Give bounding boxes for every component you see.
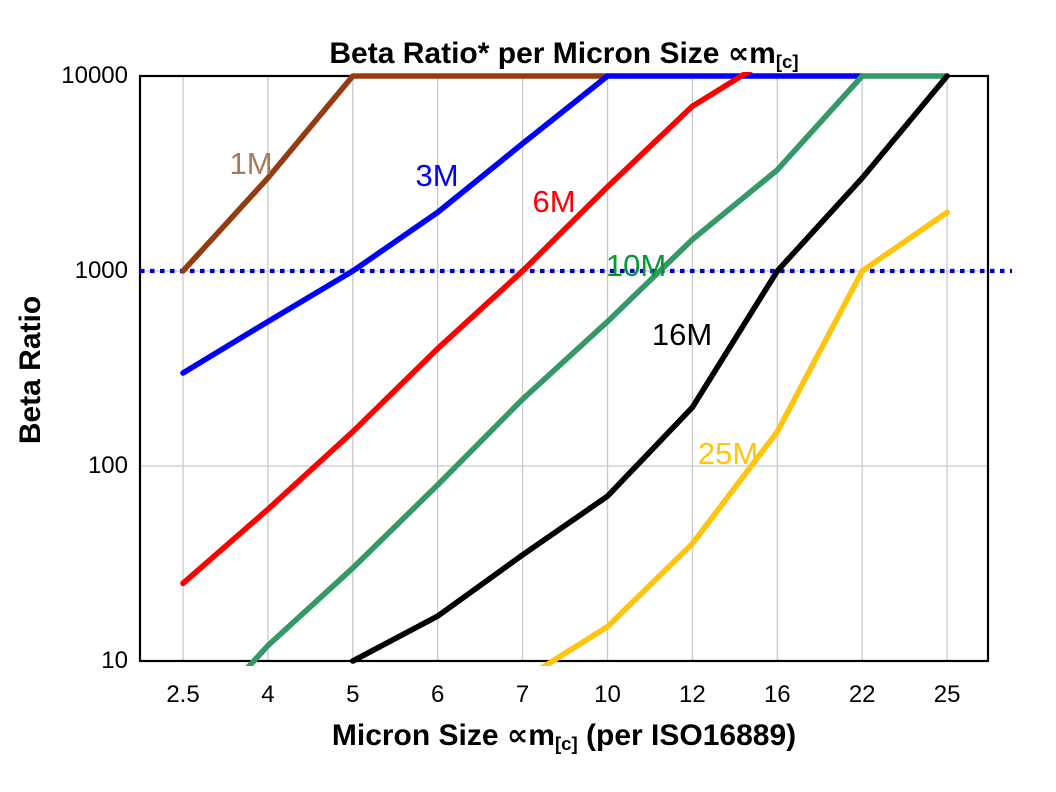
series-line-25M (539, 209, 950, 666)
series-line-10M (245, 73, 950, 666)
y-tick-label-100: 100 (87, 452, 128, 479)
x-tick-label-12: 12 (679, 681, 706, 708)
series-label-1M: 1M (229, 146, 272, 181)
series-label-25M: 25M (698, 436, 758, 471)
y-axis-title: Beta Ratio (14, 295, 47, 445)
x-tick-label-22: 22 (848, 681, 876, 708)
series-label-10M: 10M (606, 248, 666, 283)
x-axis-title-subscript: [c] (554, 733, 578, 755)
series-line-6M (180, 72, 754, 587)
x-axis-title-text: Micron Size ∝m (331, 719, 555, 752)
x-tick-label-6: 6 (431, 681, 445, 708)
series-label-3M: 3M (415, 158, 458, 193)
y-tick-label-1000: 1000 (74, 257, 128, 284)
x-tick-label-25: 25 (933, 681, 961, 708)
x-axis-title: Micron Size ∝m[c] (per ISO16889) (140, 718, 988, 755)
x-tick-label-7: 7 (515, 681, 530, 708)
x-tick-label-5: 5 (346, 681, 360, 708)
y-tick-label-10000: 10000 (61, 62, 128, 89)
x-tick-label-10: 10 (594, 681, 621, 708)
y-tick-label-10: 10 (101, 647, 128, 674)
series-line-16M (350, 73, 950, 664)
chart-title-text: Beta Ratio* per Micron Size ∝m (329, 37, 776, 70)
x-tick-label-4: 4 (261, 681, 275, 708)
x-tick-label-16: 16 (763, 681, 791, 708)
series-line-3M (180, 73, 865, 376)
series-label-16M: 16M (652, 317, 712, 352)
x-axis-title-suffix: (per ISO16889) (577, 719, 797, 752)
x-tick-label-2.5: 2.5 (166, 681, 200, 708)
series-line-1M (180, 73, 611, 274)
chart-title: Beta Ratio* per Micron Size ∝m[c] (140, 36, 988, 73)
series-label-6M: 6M (532, 184, 575, 219)
chart-title-subscript: [c] (775, 51, 799, 73)
